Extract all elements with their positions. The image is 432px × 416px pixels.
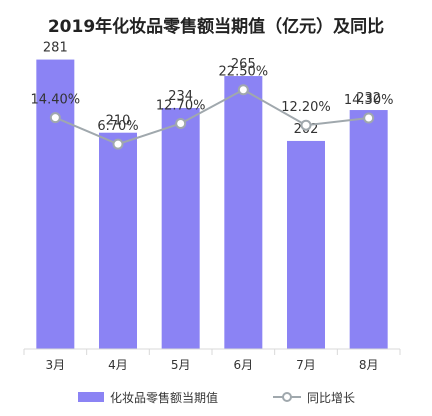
x-ticks-layer: 3月 4月 5月 6月 7月 8月 [23, 349, 401, 372]
legend-bar-label: 化妆品零售额当期值 [110, 390, 218, 405]
growth-line [54, 88, 369, 146]
growth-point-4 [237, 84, 249, 96]
growth-point-5 [300, 119, 312, 131]
growth-point-1 [49, 112, 61, 124]
growth-line-layer: 14.40% 6.70% 12.70% 22.50% 12.20% 14.30% [31, 65, 394, 150]
bars-layer: 281210234265202232 [36, 41, 388, 350]
growth-value-label: 6.70% [97, 119, 138, 134]
x-tick-label: 5月 [171, 358, 191, 372]
growth-value-label: 14.30% [344, 93, 394, 108]
legend-bar-swatch [78, 392, 104, 402]
bar-3 [161, 107, 200, 349]
bar-5 [287, 140, 325, 349]
bar-value-label: 210 [106, 114, 131, 129]
bar-value-label: 265 [231, 57, 256, 72]
growth-value-label: 22.50% [219, 65, 269, 80]
x-tick-label: 4月 [108, 358, 128, 372]
legend: 化妆品零售额当期值 同比增长 [78, 390, 355, 405]
bar-1 [36, 59, 75, 349]
bar-4 [224, 76, 263, 350]
x-tick-label: 8月 [359, 358, 379, 372]
bar-value-label: 281 [43, 41, 68, 56]
x-tick-label: 7月 [296, 358, 316, 372]
legend-line-label: 同比增长 [307, 391, 355, 405]
x-tick-label: 6月 [234, 358, 254, 372]
bar-value-label: 232 [356, 91, 381, 106]
legend-line-marker [282, 392, 292, 402]
growth-point-2 [112, 138, 124, 150]
bar-value-label: 234 [168, 89, 193, 104]
growth-value-label: 12.20% [281, 100, 331, 115]
bar-2 [99, 132, 137, 349]
growth-point-3 [175, 117, 187, 129]
bar-6 [349, 110, 388, 349]
chart-title: 2019年化妆品零售额当期值（亿元）及同比 [47, 17, 385, 37]
x-tick-label: 3月 [46, 358, 66, 372]
growth-point-6 [363, 112, 375, 124]
growth-value-label: 12.70% [156, 98, 206, 113]
growth-value-label: 14.40% [31, 93, 81, 108]
